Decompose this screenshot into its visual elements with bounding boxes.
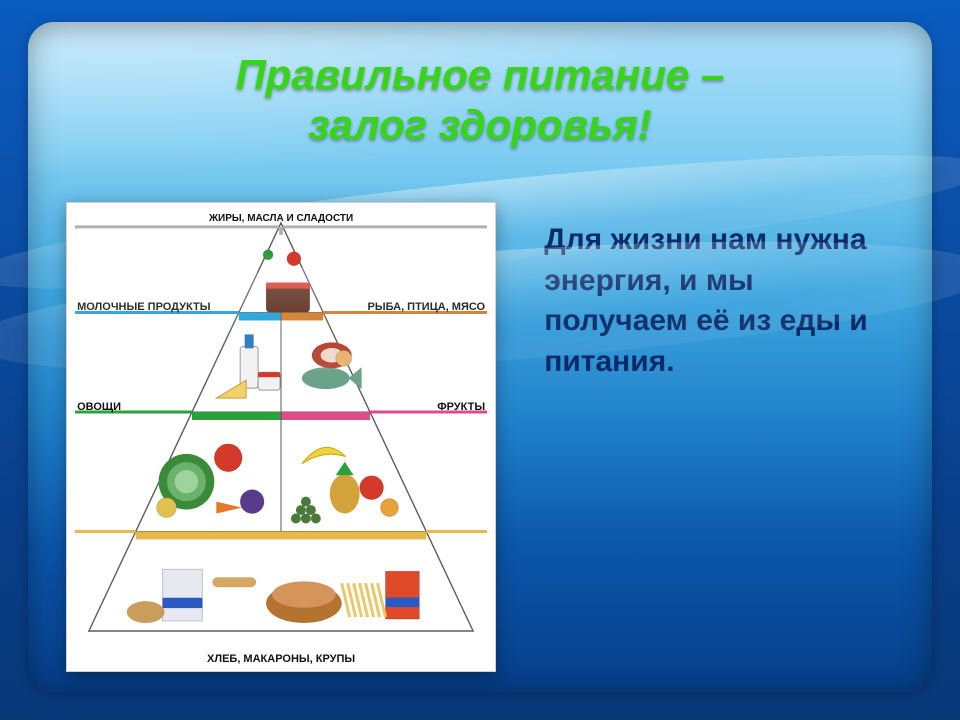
pyramid-label: РЫБА, ПТИЦА, МЯСО: [368, 301, 486, 313]
pyramid-label: ФРУКТЫ: [437, 401, 485, 413]
body-text: Для жизни нам нужна энергия, и мы получа…: [534, 182, 932, 692]
content-row: ЖИРЫ, МАСЛА И СЛАДОСТИ МОЛОЧНЫЕ ПРОДУКТЫ Р…: [28, 182, 932, 692]
pyramid-svg: [67, 203, 495, 671]
slide-title: Правильное питание – залог здоровья!: [28, 22, 932, 151]
slide-card: Правильное питание – залог здоровья! ЖИР…: [28, 22, 932, 692]
title-line-2: залог здоровья!: [28, 100, 932, 150]
pyramid-label: МОЛОЧНЫЕ ПРОДУКТЫ: [77, 301, 210, 313]
food-pyramid-figure: ЖИРЫ, МАСЛА И СЛАДОСТИ МОЛОЧНЫЕ ПРОДУКТЫ Р…: [66, 202, 496, 672]
figure-wrap: ЖИРЫ, МАСЛА И СЛАДОСТИ МОЛОЧНЫЕ ПРОДУКТЫ Р…: [28, 182, 534, 692]
pyramid-label-grains: ХЛЕБ, МАКАРОНЫ, КРУПЫ: [67, 653, 495, 665]
pyramid-label: ЖИРЫ, МАСЛА И СЛАДОСТИ: [67, 213, 495, 224]
title-line-1: Правильное питание –: [28, 50, 932, 100]
pyramid-label: ОВОЩИ: [77, 401, 121, 413]
